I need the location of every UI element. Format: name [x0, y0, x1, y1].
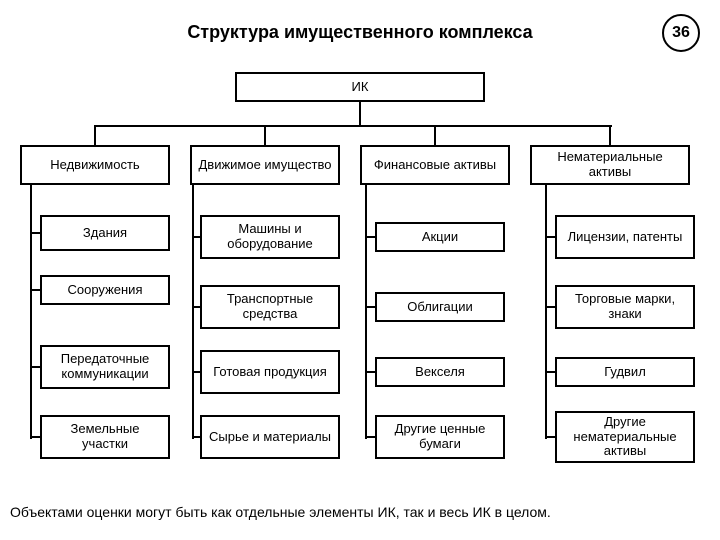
connector-line	[545, 306, 557, 308]
child-node-1-3: Сырье и материалы	[200, 415, 340, 459]
connector-line	[192, 436, 202, 438]
child-node-3-1: Торговые марки, знаки	[555, 285, 695, 329]
connector-line	[264, 125, 266, 147]
connector-line	[365, 236, 377, 238]
connector-line	[545, 436, 557, 438]
child-node-3-2: Гудвил	[555, 357, 695, 387]
child-node-0-3: Земельные участки	[40, 415, 170, 459]
connector-line	[30, 436, 42, 438]
connector-line	[95, 125, 612, 127]
column-head-2: Финансовые активы	[360, 145, 510, 185]
connector-line	[359, 102, 361, 127]
footer-note: Объектами оценки могут быть как отдельны…	[10, 504, 710, 520]
connector-line	[30, 366, 42, 368]
connector-line	[365, 436, 377, 438]
child-node-2-0: Акции	[375, 222, 505, 252]
connector-line	[434, 125, 436, 147]
child-node-3-3: Другие нематериальные активы	[555, 411, 695, 463]
page-title: Структура имущественного комплекса	[0, 22, 720, 43]
child-node-0-0: Здания	[40, 215, 170, 251]
column-head-0: Недвижимость	[20, 145, 170, 185]
connector-line	[192, 371, 202, 373]
child-node-2-3: Другие ценные бумаги	[375, 415, 505, 459]
connector-line	[30, 185, 32, 439]
connector-line	[545, 371, 557, 373]
column-head-3: Нематериальные активы	[530, 145, 690, 185]
page-number-badge: 36	[662, 14, 700, 52]
connector-line	[30, 289, 42, 291]
connector-line	[192, 236, 202, 238]
child-node-2-2: Векселя	[375, 357, 505, 387]
connector-line	[192, 185, 194, 439]
child-node-1-0: Машины и оборудование	[200, 215, 340, 259]
root-node: ИК	[235, 72, 485, 102]
child-node-1-2: Готовая продукция	[200, 350, 340, 394]
child-node-2-1: Облигации	[375, 292, 505, 322]
connector-line	[545, 185, 547, 439]
child-node-0-1: Сооружения	[40, 275, 170, 305]
column-head-1: Движимое имущество	[190, 145, 340, 185]
connector-line	[365, 371, 377, 373]
connector-line	[365, 306, 377, 308]
connector-line	[30, 232, 42, 234]
connector-line	[609, 125, 611, 147]
connector-line	[545, 236, 557, 238]
connector-line	[365, 185, 367, 439]
child-node-0-2: Передаточные коммуникации	[40, 345, 170, 389]
child-node-3-0: Лицензии, патенты	[555, 215, 695, 259]
connector-line	[192, 306, 202, 308]
connector-line	[94, 125, 96, 147]
child-node-1-1: Транспортные средства	[200, 285, 340, 329]
